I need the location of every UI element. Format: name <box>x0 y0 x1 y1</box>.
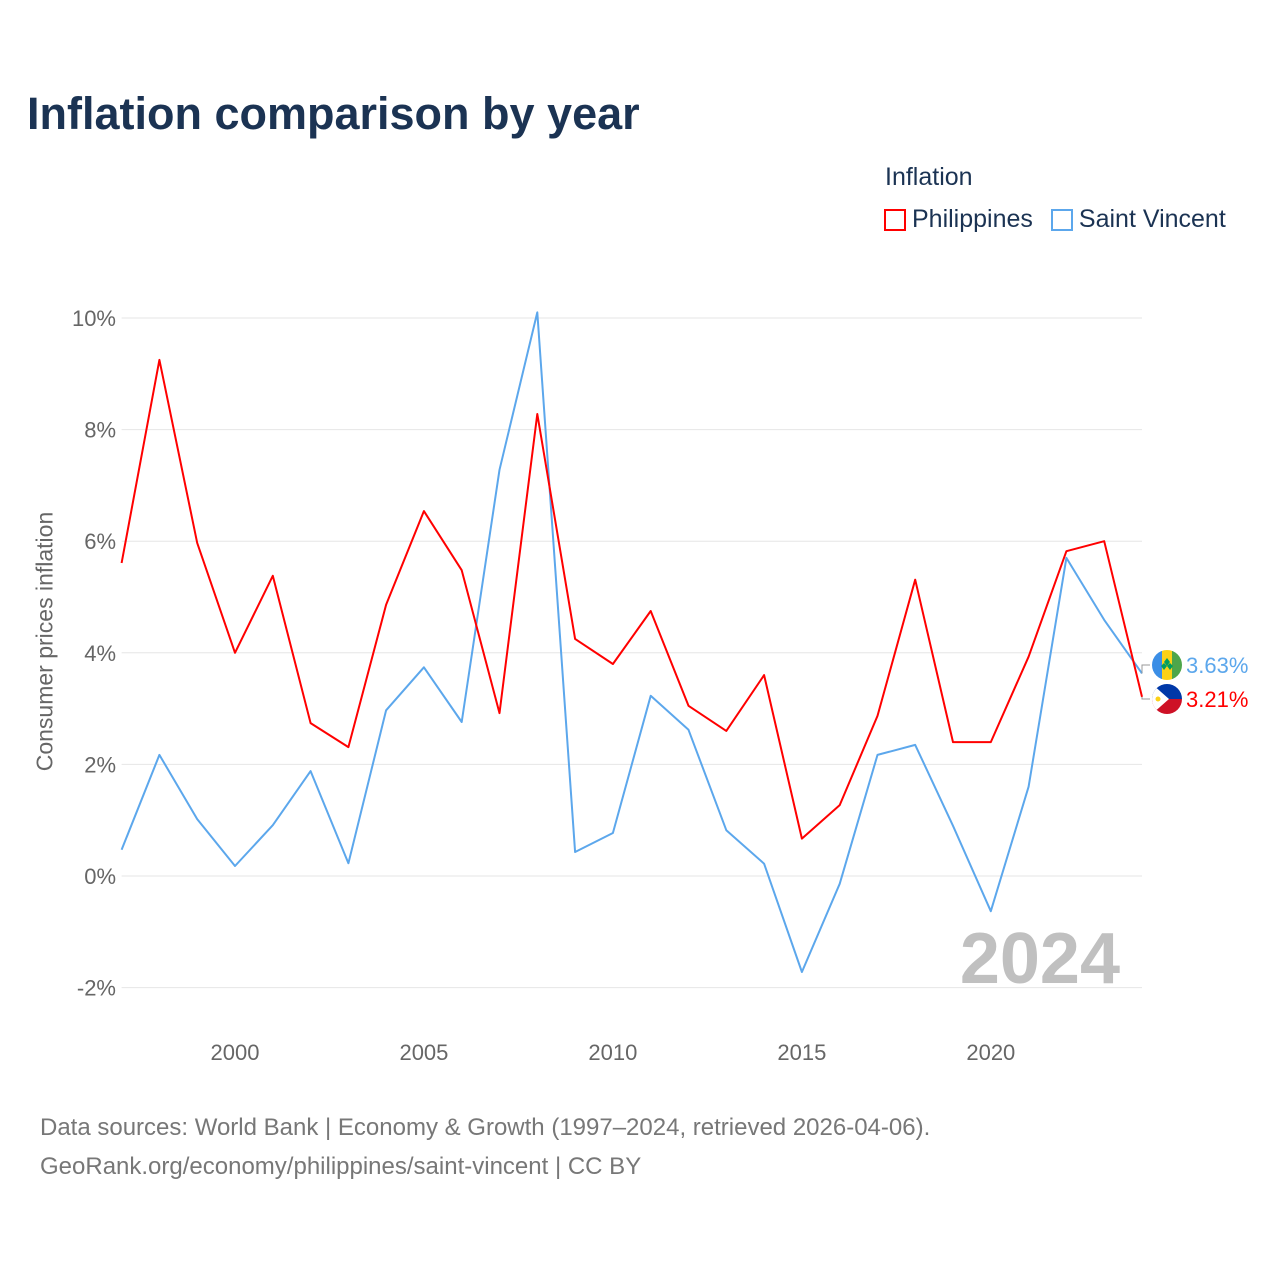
flag-blue <box>1152 650 1162 680</box>
x-tick-label: 2020 <box>966 1040 1015 1065</box>
x-tick-label: 2000 <box>211 1040 260 1065</box>
source-note: Data sources: World Bank | Economy & Gro… <box>40 1108 930 1186</box>
series-line-saint-vincent <box>120 311 1143 973</box>
philippines-flag-icon <box>1152 684 1182 714</box>
y-tick-label: 8% <box>84 418 116 443</box>
flag-diamond <box>1167 663 1173 670</box>
flag-sun <box>1155 696 1161 702</box>
y-tick-label: -2% <box>77 976 116 1001</box>
flag-green <box>1172 650 1182 680</box>
legend-title: Inflation <box>885 163 973 191</box>
flag-body <box>1152 650 1182 680</box>
flag-body <box>1152 684 1182 714</box>
source-line-1: Data sources: World Bank | Economy & Gro… <box>40 1114 931 1141</box>
legend-label: Saint Vincent <box>1078 205 1226 233</box>
legend-swatch-saint-vincent <box>1050 208 1073 231</box>
x-tick-label: 2010 <box>588 1040 637 1065</box>
legend: Philippines Saint Vincent <box>884 205 1226 234</box>
end-label-connector <box>1141 696 1150 700</box>
y-tick-label: 4% <box>84 641 116 666</box>
legend-label: Philippines <box>912 205 1033 233</box>
saint-vincent-flag-icon <box>1152 650 1182 680</box>
flag-diamond <box>1161 663 1167 670</box>
year-annotation: 2024 <box>960 919 1120 999</box>
y-tick-label: 10% <box>72 306 116 331</box>
end-value-label: 3.63% <box>1186 653 1248 678</box>
end-label-connector <box>1141 664 1150 674</box>
x-tick-label: 2015 <box>777 1040 826 1065</box>
y-tick-label: 0% <box>84 864 116 889</box>
flag-diamond <box>1164 658 1170 666</box>
end-value-label: 3.21% <box>1186 687 1248 712</box>
legend-item-philippines[interactable]: Philippines <box>884 205 1033 234</box>
series-line-philippines <box>120 358 1143 840</box>
y-tick-label: 2% <box>84 752 116 777</box>
chart-title: Inflation comparison by year <box>27 88 640 139</box>
x-tick-label: 2005 <box>399 1040 448 1065</box>
legend-item-saint-vincent[interactable]: Saint Vincent <box>1050 205 1226 234</box>
legend-swatch-philippines <box>884 208 906 231</box>
y-tick-label: 6% <box>84 529 116 554</box>
source-line-2[interactable]: GeoRank.org/economy/philippines/saint-vi… <box>40 1153 642 1180</box>
